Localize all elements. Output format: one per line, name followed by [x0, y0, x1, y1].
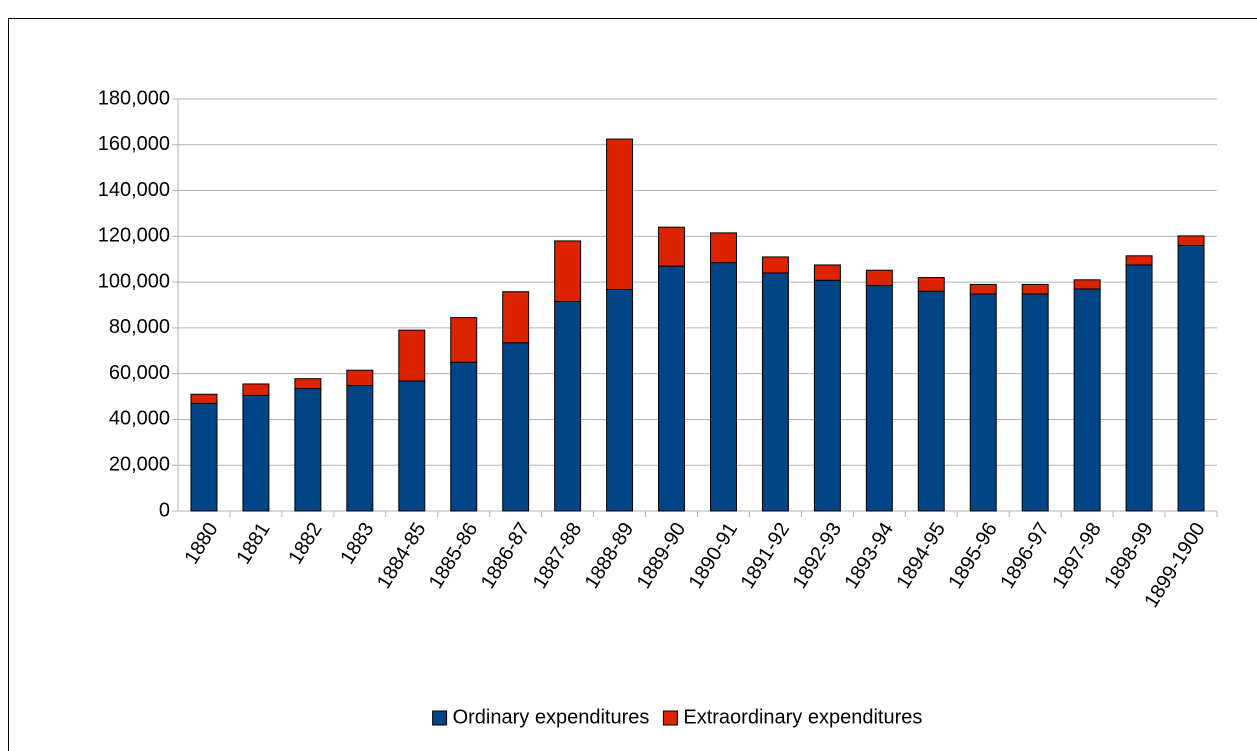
- y-tick-label: 180,000: [98, 87, 170, 109]
- x-tick-label: 1897-98: [1048, 519, 1106, 593]
- bar: [813, 264, 841, 281]
- bar: [294, 378, 322, 390]
- y-tick-label: 120,000: [98, 225, 170, 247]
- x-tick-label: 1881: [232, 519, 274, 568]
- bar: [709, 232, 737, 264]
- x-tick-label: 1886-87: [477, 519, 535, 593]
- bar: [761, 272, 789, 512]
- y-tick-label: 0: [159, 499, 170, 521]
- bar: [502, 342, 530, 512]
- bar: [554, 301, 582, 512]
- legend-swatch: [432, 710, 448, 726]
- bar: [1177, 244, 1205, 512]
- y-tick-label: 140,000: [98, 179, 170, 201]
- bar: [865, 285, 893, 512]
- x-tick-label: 1887-88: [529, 519, 587, 593]
- bar: [813, 279, 841, 512]
- bar: [1125, 264, 1153, 512]
- x-tick-label: 1883: [336, 519, 378, 568]
- bar: [190, 402, 218, 512]
- x-tick-label: 1895-96: [944, 519, 1002, 593]
- y-tick-label: 40,000: [109, 408, 170, 430]
- bar: [658, 265, 686, 512]
- bar: [761, 256, 789, 274]
- x-tick-label: 1898-99: [1100, 519, 1158, 593]
- x-tick-label: 1896-97: [996, 519, 1054, 593]
- bar: [1073, 288, 1101, 512]
- x-tick-label: 1892-93: [789, 519, 847, 593]
- bar: [606, 138, 634, 290]
- y-tick-label: 20,000: [109, 454, 170, 476]
- legend-label: Extraordinary expenditures: [683, 706, 922, 728]
- y-tick-label: 160,000: [98, 133, 170, 155]
- bar: [554, 240, 582, 303]
- y-tick-label: 60,000: [109, 362, 170, 384]
- bar: [865, 269, 893, 287]
- legend-label: Ordinary expenditures: [453, 706, 650, 728]
- bar: [917, 277, 945, 292]
- bar: [1177, 235, 1205, 246]
- x-tick-label: 1888-89: [581, 519, 639, 593]
- bar: [190, 393, 218, 404]
- bar: [346, 369, 374, 387]
- bar: [1021, 293, 1049, 512]
- bar: [1021, 283, 1049, 295]
- legend-swatch: [662, 710, 678, 726]
- bar: [398, 380, 426, 512]
- x-tick-label: 1893-94: [840, 519, 898, 593]
- bar: [1073, 279, 1101, 290]
- bar: [242, 394, 270, 512]
- x-tick-label: 1880: [180, 519, 222, 568]
- bar: [709, 262, 737, 512]
- x-tick-label: 1884-85: [373, 519, 431, 593]
- y-tick-label: 80,000: [109, 316, 170, 338]
- x-tick-label: 1889-90: [633, 519, 691, 593]
- y-tick-label: 100,000: [98, 270, 170, 292]
- x-tick-label: 1890-91: [685, 519, 743, 593]
- bar: [346, 385, 374, 512]
- bar: [917, 290, 945, 512]
- x-tick-label: 1891-92: [737, 519, 795, 593]
- chart-border: [8, 18, 1257, 751]
- bar: [502, 291, 530, 344]
- bar: [969, 283, 997, 295]
- bar: [1125, 255, 1153, 266]
- bar: [294, 388, 322, 512]
- bar: [969, 293, 997, 512]
- bar: [450, 317, 478, 363]
- x-tick-label: 1885-86: [425, 519, 483, 593]
- bar: [398, 329, 426, 382]
- x-tick-label: 1882: [284, 519, 326, 568]
- bar: [606, 288, 634, 512]
- bar: [450, 361, 478, 512]
- bar: [242, 383, 270, 396]
- bar: [658, 226, 686, 267]
- x-tick-label: 1894-95: [892, 519, 950, 593]
